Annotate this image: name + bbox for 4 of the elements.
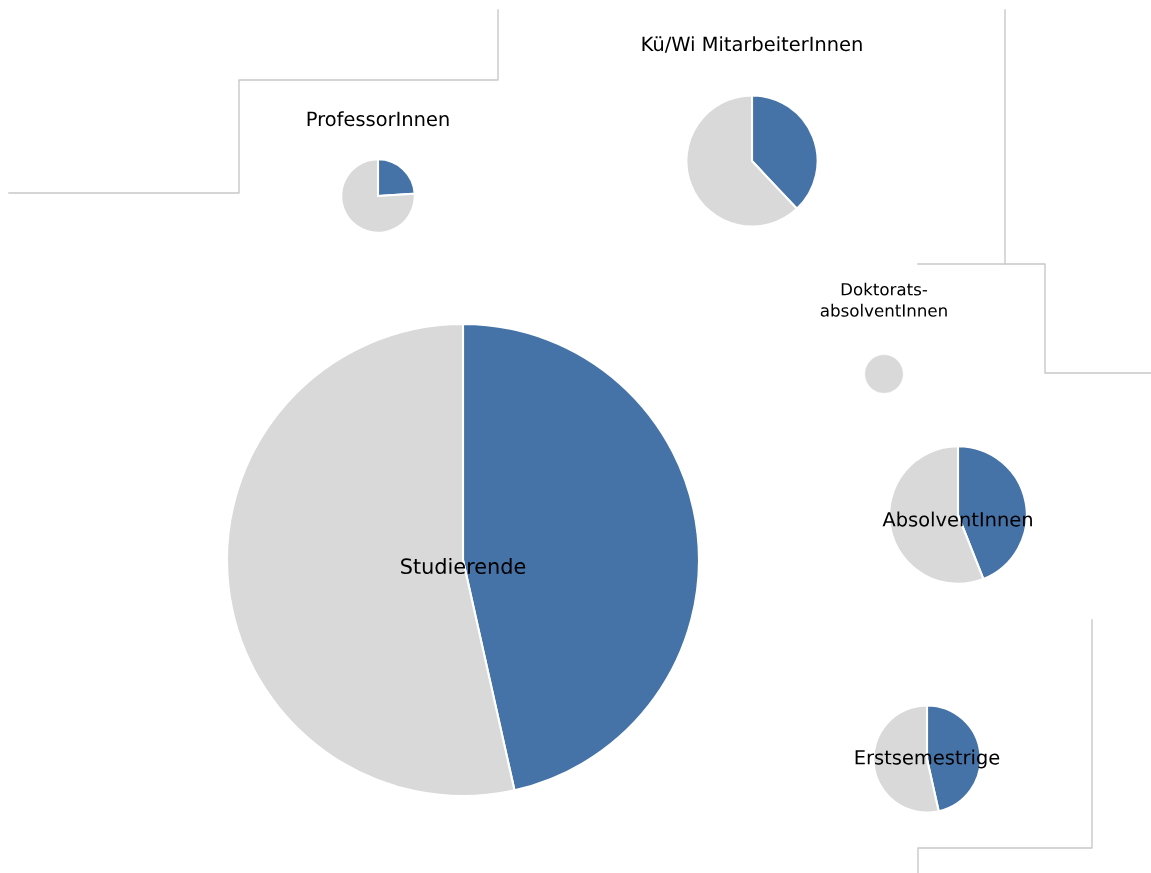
chart-title: ProfessorInnen	[307, 111, 449, 127]
chart-title: Kü/Wi MitarbeiterInnen	[642, 36, 862, 53]
pie-slice	[340, 158, 416, 234]
chart-title: Doktorats- absolventInnen	[820, 282, 947, 317]
